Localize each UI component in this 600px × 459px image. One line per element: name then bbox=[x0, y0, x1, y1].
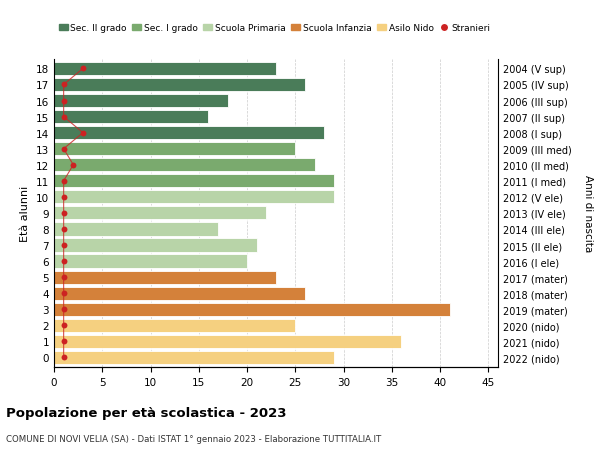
Bar bbox=[54, 223, 218, 236]
Text: Popolazione per età scolastica - 2023: Popolazione per età scolastica - 2023 bbox=[6, 406, 287, 419]
Point bbox=[59, 210, 68, 217]
Point bbox=[59, 194, 68, 201]
Point bbox=[59, 354, 68, 361]
Text: COMUNE DI NOVI VELIA (SA) - Dati ISTAT 1° gennaio 2023 - Elaborazione TUTTITALIA: COMUNE DI NOVI VELIA (SA) - Dati ISTAT 1… bbox=[6, 434, 381, 443]
Point bbox=[68, 162, 78, 169]
Bar bbox=[54, 159, 314, 172]
Bar bbox=[54, 79, 305, 92]
Point bbox=[59, 114, 68, 121]
Bar bbox=[54, 335, 401, 348]
Bar bbox=[54, 111, 208, 124]
Point bbox=[59, 274, 68, 281]
Bar bbox=[54, 95, 228, 108]
Bar bbox=[54, 351, 334, 364]
Point bbox=[59, 338, 68, 345]
Point bbox=[78, 66, 88, 73]
Point bbox=[59, 306, 68, 313]
Bar bbox=[54, 63, 276, 76]
Point bbox=[59, 242, 68, 249]
Point bbox=[78, 130, 88, 137]
Bar bbox=[54, 239, 257, 252]
Bar bbox=[54, 127, 324, 140]
Point bbox=[59, 82, 68, 89]
Point bbox=[59, 290, 68, 297]
Y-axis label: Età alunni: Età alunni bbox=[20, 185, 31, 241]
Point bbox=[59, 98, 68, 105]
Point bbox=[59, 146, 68, 153]
Bar bbox=[54, 175, 334, 188]
Bar bbox=[54, 191, 334, 204]
Point bbox=[59, 226, 68, 233]
Point bbox=[59, 322, 68, 329]
Bar bbox=[54, 143, 295, 156]
Bar bbox=[54, 271, 276, 284]
Bar bbox=[54, 319, 295, 332]
Bar bbox=[54, 207, 266, 220]
Point bbox=[59, 258, 68, 265]
Y-axis label: Anni di nascita: Anni di nascita bbox=[583, 175, 593, 252]
Bar bbox=[54, 255, 247, 268]
Bar bbox=[54, 303, 450, 316]
Point bbox=[59, 178, 68, 185]
Legend: Sec. II grado, Sec. I grado, Scuola Primaria, Scuola Infanzia, Asilo Nido, Stran: Sec. II grado, Sec. I grado, Scuola Prim… bbox=[59, 24, 490, 33]
Bar bbox=[54, 287, 305, 300]
